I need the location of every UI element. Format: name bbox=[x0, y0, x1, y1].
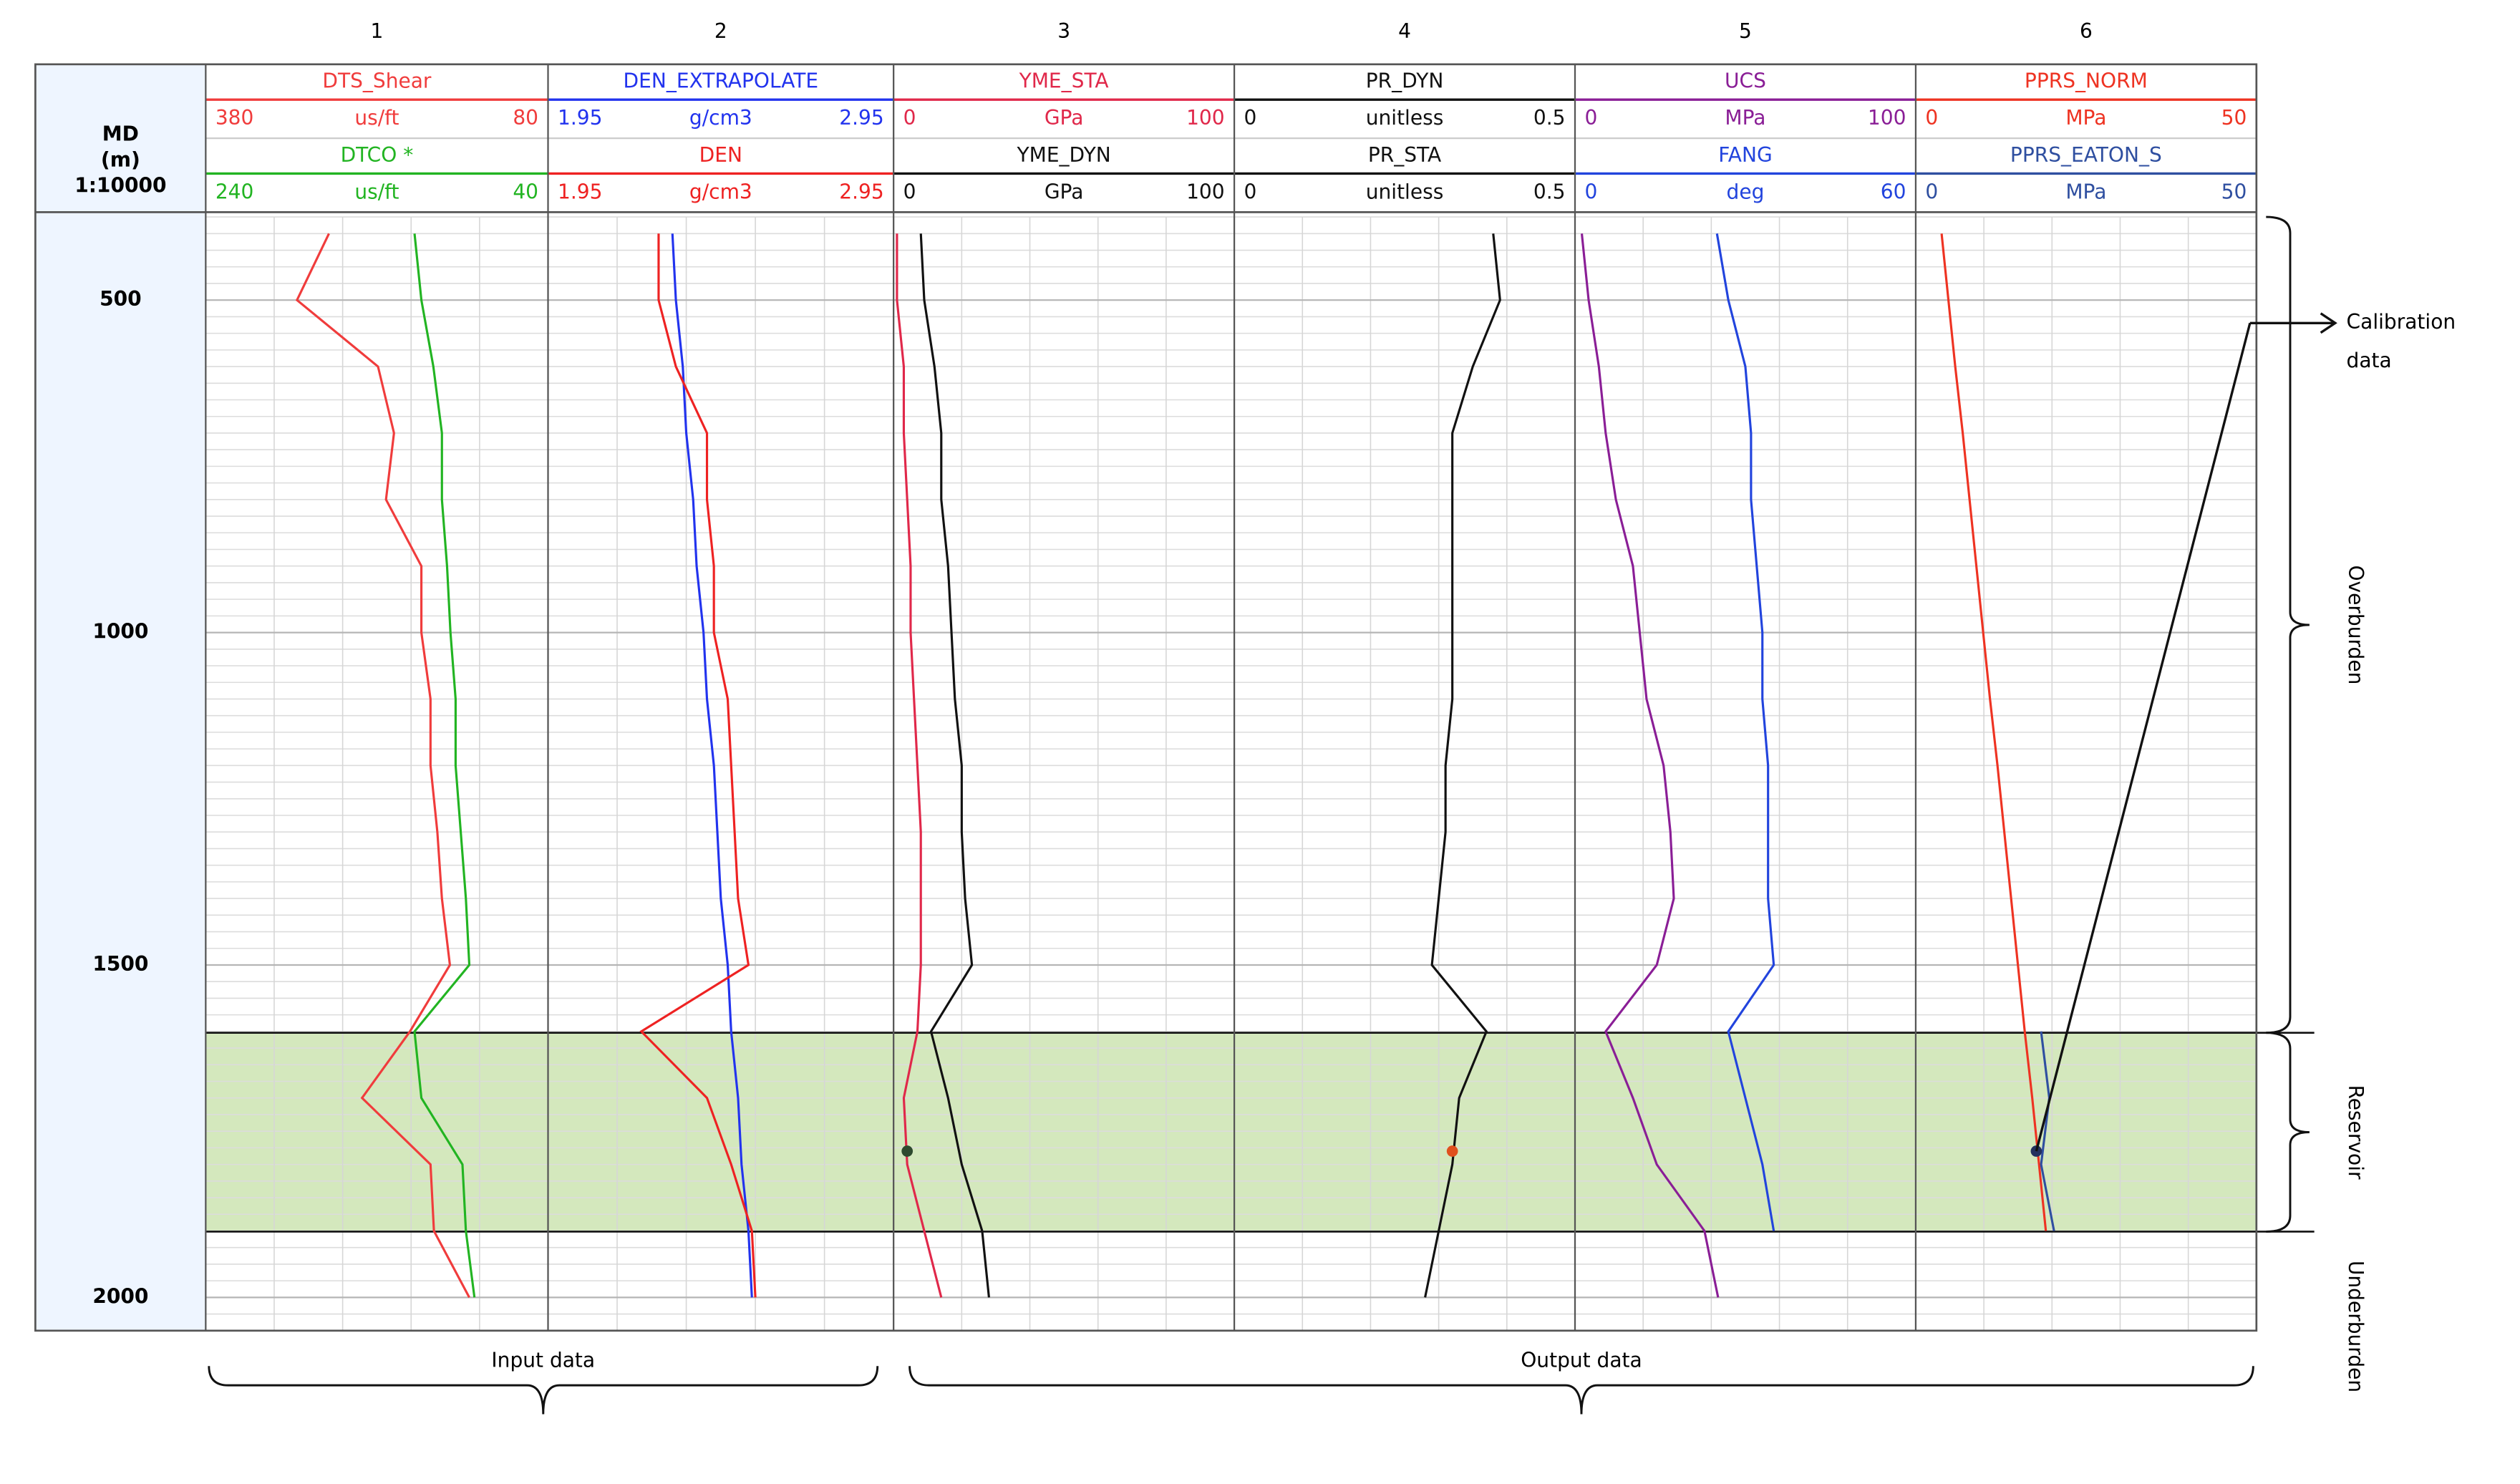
scale-min: 1.95 bbox=[558, 180, 602, 203]
calibration-label: data bbox=[2347, 349, 2392, 372]
scale-max: 50 bbox=[2221, 106, 2247, 130]
scale-unit: MPa bbox=[2065, 106, 2106, 130]
y-tick-label: 1000 bbox=[92, 620, 148, 644]
scale-max: 2.95 bbox=[839, 180, 883, 203]
scale-max: 0.5 bbox=[1533, 106, 1566, 130]
series-name: PR_DYN bbox=[1366, 69, 1444, 93]
group-bracket bbox=[208, 1366, 879, 1415]
scale-max: 60 bbox=[1881, 180, 1906, 203]
group-label: Output data bbox=[1521, 1348, 1642, 1372]
calibration-point bbox=[901, 1145, 914, 1157]
scale-max: 50 bbox=[2221, 180, 2247, 203]
scale-min: 240 bbox=[215, 180, 254, 203]
series-name: PPRS_NORM bbox=[2025, 69, 2148, 93]
series-name: FANG bbox=[1718, 143, 1772, 167]
arrow-head bbox=[2320, 312, 2337, 334]
track-number: 2 bbox=[714, 19, 727, 43]
log-curve bbox=[919, 233, 990, 1298]
scale-min: 0 bbox=[1925, 180, 1938, 203]
scale-max: 100 bbox=[1868, 106, 1906, 130]
series-name: YME_STA bbox=[1019, 69, 1109, 93]
group-label: Input data bbox=[491, 1348, 595, 1372]
zone-label: Overburden bbox=[2344, 565, 2368, 684]
scale-max: 2.95 bbox=[839, 106, 883, 130]
series-name: PR_STA bbox=[1368, 143, 1441, 167]
scale-min: 0 bbox=[903, 180, 916, 203]
zone-label: Underburden bbox=[2344, 1261, 2368, 1392]
y-tick-label: 500 bbox=[100, 287, 142, 311]
frame bbox=[34, 63, 2258, 1332]
scale-min: 0 bbox=[1244, 106, 1257, 130]
scale-unit: unitless bbox=[1366, 180, 1444, 203]
depth-column-bg bbox=[35, 64, 206, 1331]
series-name: DEN bbox=[699, 143, 742, 167]
scale-min: 0 bbox=[1584, 106, 1597, 130]
scale-max: 100 bbox=[1186, 106, 1225, 130]
scale-min: 1.95 bbox=[558, 106, 602, 130]
calibration-point bbox=[1446, 1145, 1458, 1157]
scale-unit: g/cm3 bbox=[689, 180, 752, 203]
log-curve bbox=[671, 233, 753, 1298]
series-name: DTS_Shear bbox=[322, 69, 432, 93]
zone-bracket bbox=[2266, 215, 2310, 1034]
scale-min: 0 bbox=[1925, 106, 1938, 130]
scale-unit: MPa bbox=[2065, 180, 2106, 203]
log-curve bbox=[1715, 233, 1775, 1231]
series-name: UCS bbox=[1725, 69, 1766, 93]
depth-header: 1:10000 bbox=[74, 173, 166, 197]
scale-unit: us/ft bbox=[354, 106, 399, 130]
zone-bracket bbox=[2266, 1032, 2310, 1233]
scale-unit: g/cm3 bbox=[689, 106, 752, 130]
zone-label: Reservoir bbox=[2344, 1085, 2368, 1180]
scale-unit: us/ft bbox=[354, 180, 399, 203]
log-curve bbox=[413, 233, 476, 1298]
group-bracket bbox=[908, 1366, 2254, 1415]
track-number: 3 bbox=[1057, 19, 1070, 43]
scale-max: 40 bbox=[513, 180, 538, 203]
calibration-pointer bbox=[2035, 322, 2252, 1152]
scale-unit: unitless bbox=[1366, 106, 1444, 130]
log-curve bbox=[1424, 233, 1501, 1298]
track-number: 4 bbox=[1398, 19, 1411, 43]
log-curve bbox=[896, 233, 943, 1298]
log-curve bbox=[2040, 1031, 2055, 1231]
series-name: DTCO * bbox=[341, 143, 414, 167]
depth-header: MD bbox=[102, 122, 139, 146]
y-tick-label: 1500 bbox=[92, 952, 148, 976]
series-name: YME_DYN bbox=[1016, 143, 1110, 167]
scale-unit: deg bbox=[1727, 180, 1765, 203]
calibration-label: Calibration bbox=[2347, 310, 2456, 334]
scale-min: 380 bbox=[215, 106, 254, 130]
scale-max: 80 bbox=[513, 106, 538, 130]
log-curve bbox=[1580, 233, 1720, 1298]
log-curve bbox=[295, 233, 470, 1299]
scale-max: 100 bbox=[1186, 180, 1225, 203]
log-curve bbox=[639, 233, 757, 1298]
scale-unit: GPa bbox=[1045, 106, 1084, 130]
scale-max: 0.5 bbox=[1533, 180, 1566, 203]
scale-unit: MPa bbox=[1725, 106, 1765, 130]
track-number: 6 bbox=[2080, 19, 2093, 43]
series-name: DEN_EXTRAPOLATE bbox=[624, 69, 819, 93]
zone-fill bbox=[205, 1032, 2257, 1232]
series-name: PPRS_EATON_S bbox=[2010, 143, 2162, 167]
scale-unit: GPa bbox=[1045, 180, 1084, 203]
scale-min: 0 bbox=[1244, 180, 1257, 203]
scale-min: 0 bbox=[1584, 180, 1597, 203]
log-curve bbox=[1940, 233, 2048, 1231]
scale-min: 0 bbox=[903, 106, 916, 130]
depth-header: (m) bbox=[101, 148, 140, 172]
track-number: 5 bbox=[1739, 19, 1752, 43]
track-number: 1 bbox=[370, 19, 383, 43]
y-tick-label: 2000 bbox=[92, 1284, 148, 1308]
